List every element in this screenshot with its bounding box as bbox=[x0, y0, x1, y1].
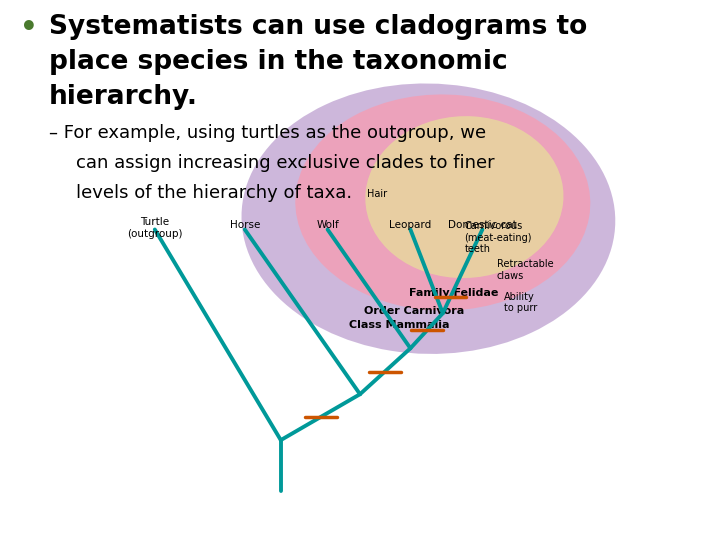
Text: Order Carnivora: Order Carnivora bbox=[364, 306, 464, 315]
Text: can assign increasing exclusive clades to finer: can assign increasing exclusive clades t… bbox=[76, 154, 494, 172]
Ellipse shape bbox=[295, 94, 590, 310]
Text: hierarchy.: hierarchy. bbox=[49, 84, 198, 110]
Ellipse shape bbox=[241, 84, 616, 354]
Text: Carnivorous
(meat-eating)
teeth: Carnivorous (meat-eating) teeth bbox=[464, 221, 532, 254]
Text: Leopard: Leopard bbox=[390, 220, 431, 230]
Text: Class Mammalia: Class Mammalia bbox=[349, 320, 450, 330]
Text: Turtle
(outgroup): Turtle (outgroup) bbox=[127, 217, 183, 239]
Text: Systematists can use cladograms to: Systematists can use cladograms to bbox=[49, 14, 588, 39]
Text: Horse: Horse bbox=[230, 220, 260, 230]
Text: Hair: Hair bbox=[367, 190, 387, 199]
Text: •: • bbox=[20, 14, 38, 42]
Text: Retractable
claws: Retractable claws bbox=[497, 259, 554, 281]
Text: Family Felidae: Family Felidae bbox=[409, 288, 498, 298]
Ellipse shape bbox=[365, 116, 564, 278]
Text: levels of the hierarchy of taxa.: levels of the hierarchy of taxa. bbox=[76, 184, 352, 201]
Text: place species in the taxonomic: place species in the taxonomic bbox=[49, 49, 508, 75]
Text: Wolf: Wolf bbox=[316, 220, 339, 230]
Text: Domestic cat: Domestic cat bbox=[448, 220, 517, 230]
Text: Ability
to purr: Ability to purr bbox=[504, 292, 537, 313]
Text: – For example, using turtles as the outgroup, we: – For example, using turtles as the outg… bbox=[49, 124, 486, 142]
